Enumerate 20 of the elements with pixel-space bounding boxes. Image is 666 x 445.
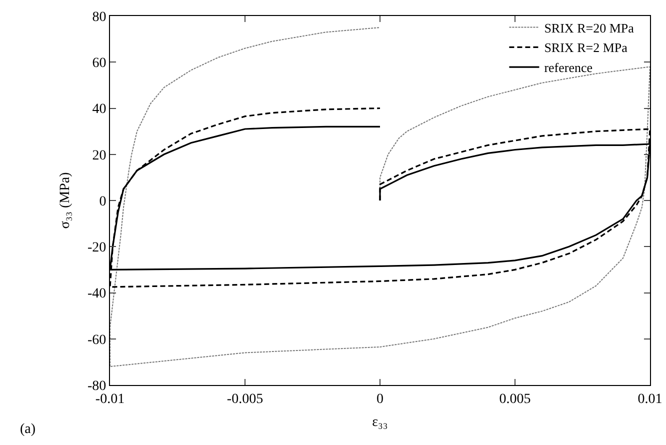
y-tick-label: 0 (99, 194, 106, 210)
legend-label: SRIX R=20 MPa (544, 20, 634, 36)
x-tick-label: -0.005 (226, 392, 264, 407)
x-tick-label: 0.005 (499, 392, 531, 407)
x-axis-title: ε₃₃ (372, 415, 388, 430)
y-tick-label: -80 (88, 378, 106, 394)
legend-label: reference (544, 60, 593, 76)
y-tick-label: -40 (88, 286, 106, 302)
text: (a) (20, 422, 36, 437)
y-axis-title: σ₃₃ (MPa) (58, 172, 74, 229)
y-tick-label: 40 (92, 102, 106, 118)
x-tick-label: 0 (376, 392, 384, 407)
x-tick-label: 0.01 (638, 392, 662, 407)
legend-label: SRIX R=2 MPa (544, 40, 628, 56)
x-tick-label: -0.01 (95, 392, 125, 407)
y-tick-label: -60 (88, 332, 106, 348)
y-tick-label: 20 (92, 148, 106, 164)
y-tick-label: -20 (88, 240, 106, 256)
y-tick-label: 60 (92, 56, 106, 72)
y-tick-label: 80 (92, 10, 106, 25)
